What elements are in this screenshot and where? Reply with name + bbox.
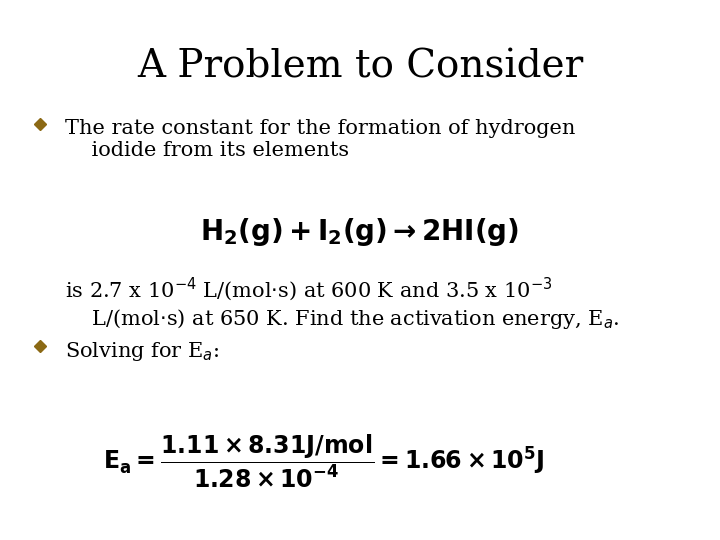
Text: The rate constant for the formation of hydrogen
    iodide from its elements: The rate constant for the formation of h… xyxy=(65,119,575,160)
Text: $\mathbf{E_a = \dfrac{1.11\times 8.31J/mol}{1.28\times 10^{-4}} = 1.66\times 10^: $\mathbf{E_a = \dfrac{1.11\times 8.31J/m… xyxy=(103,432,545,490)
Text: Solving for E$_a$:: Solving for E$_a$: xyxy=(65,340,219,363)
Text: A Problem to Consider: A Problem to Consider xyxy=(137,49,583,86)
Text: is 2.7 x 10$^{-4}$ L/(mol$\cdot$s) at 600 K and 3.5 x 10$^{-3}$
    L/(mol$\cdot: is 2.7 x 10$^{-4}$ L/(mol$\cdot$s) at 60… xyxy=(65,275,619,330)
Text: $\mathbf{H_2(g)+I_2(g)\rightarrow 2HI(g)}$: $\mathbf{H_2(g)+I_2(g)\rightarrow 2HI(g)… xyxy=(200,216,520,248)
